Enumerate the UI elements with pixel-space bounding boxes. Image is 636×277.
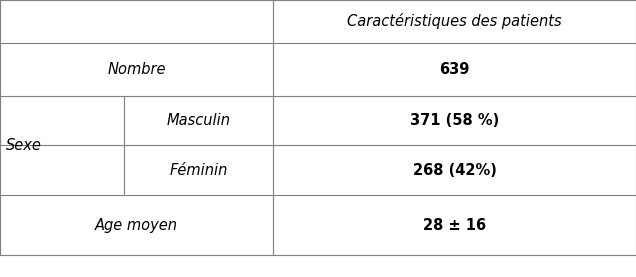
- Text: 371 (58 %): 371 (58 %): [410, 113, 499, 128]
- Text: Caractéristiques des patients: Caractéristiques des patients: [347, 14, 562, 29]
- Text: Féminin: Féminin: [170, 163, 228, 178]
- Text: 28 ± 16: 28 ± 16: [423, 217, 487, 233]
- Text: Masculin: Masculin: [167, 113, 231, 128]
- Text: Sexe: Sexe: [6, 138, 42, 153]
- Text: Nombre: Nombre: [107, 62, 166, 77]
- Text: Age moyen: Age moyen: [95, 217, 178, 233]
- Text: 268 (42%): 268 (42%): [413, 163, 497, 178]
- Text: 639: 639: [439, 62, 470, 77]
